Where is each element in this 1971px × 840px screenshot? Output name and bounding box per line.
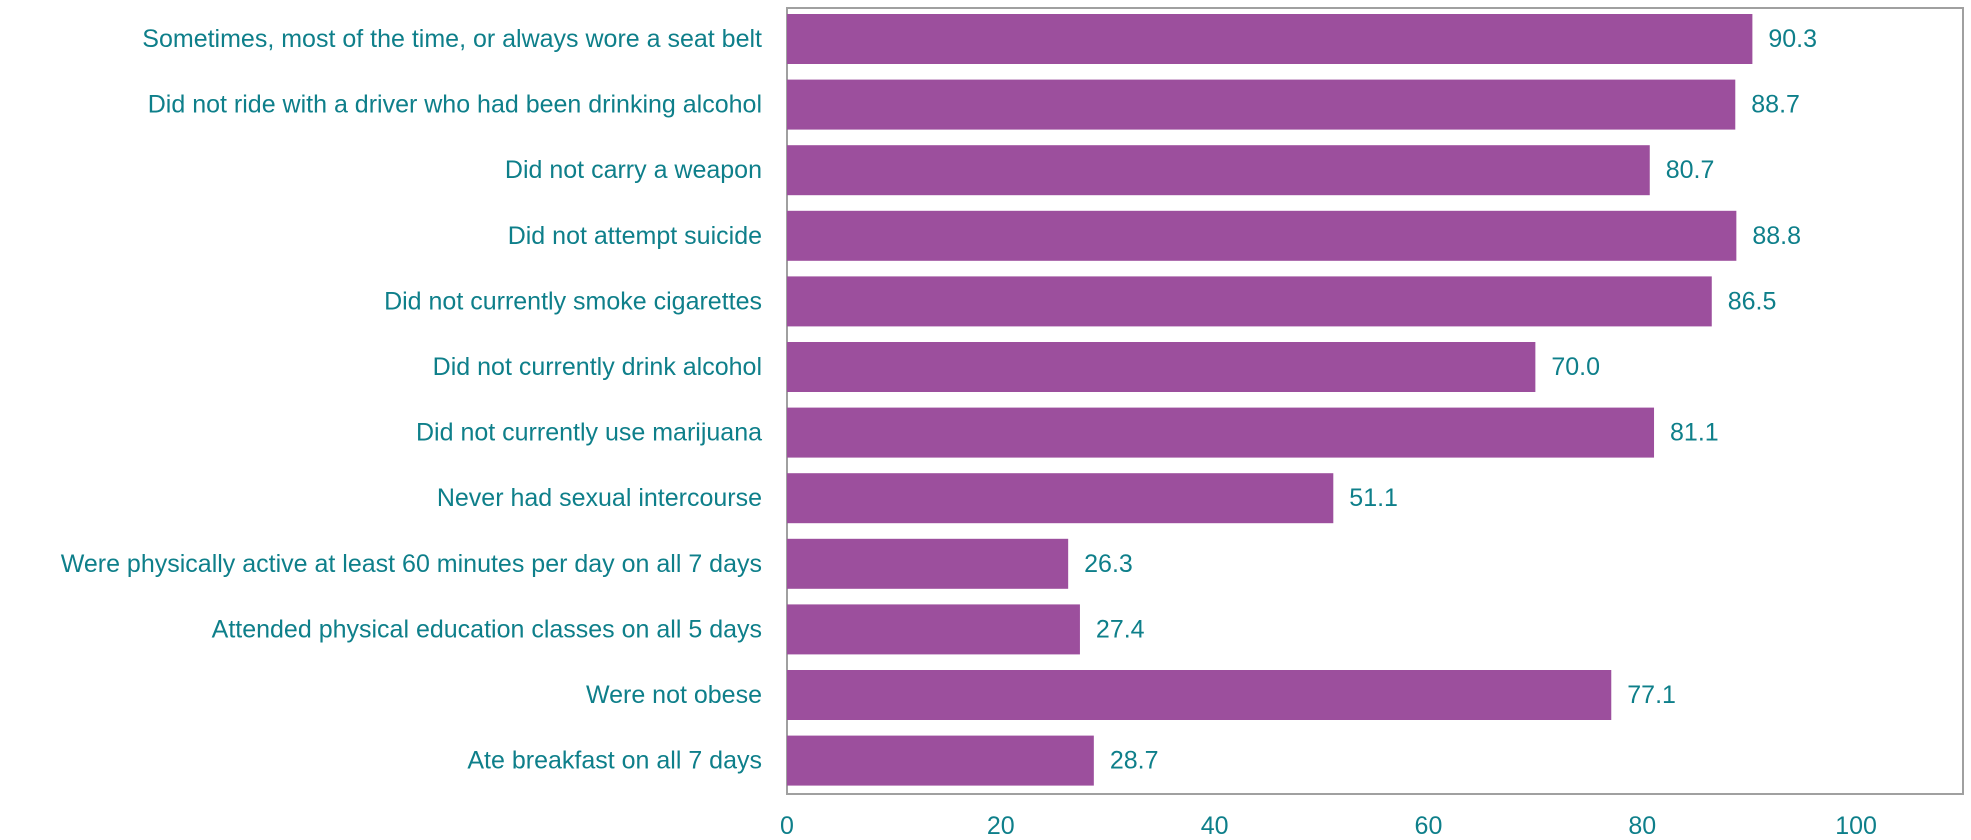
x-tick-label: 80 <box>1628 812 1656 840</box>
x-tick-label: 20 <box>987 812 1015 840</box>
category-label: Did not currently use marijuana <box>416 419 762 447</box>
value-label: 70.0 <box>1551 353 1600 381</box>
bar <box>787 735 1094 786</box>
bar <box>787 670 1612 720</box>
bar <box>787 342 1536 392</box>
category-label: Did not currently smoke cigarettes <box>384 287 762 315</box>
x-axis-ticks-group: 0 20 40 60 80 100 <box>780 812 1877 840</box>
bar <box>787 14 1753 64</box>
bar <box>787 276 1712 327</box>
value-label: 80.7 <box>1666 156 1715 184</box>
bar <box>787 538 1069 589</box>
category-label: Did not attempt suicide <box>508 222 762 250</box>
value-label: 88.7 <box>1751 91 1800 119</box>
bar <box>787 79 1736 130</box>
value-label: 27.4 <box>1096 615 1145 643</box>
plot-frame <box>786 7 1964 795</box>
value-label: 81.1 <box>1670 419 1719 447</box>
bar <box>787 210 1737 261</box>
value-label: 26.3 <box>1084 550 1133 578</box>
category-label: Attended physical education classes on a… <box>212 615 762 643</box>
value-label: 51.1 <box>1349 484 1398 512</box>
category-label: Were not obese <box>586 681 762 709</box>
bar <box>787 145 1650 196</box>
value-label: 86.5 <box>1728 287 1777 315</box>
x-tick-label: 40 <box>1201 812 1229 840</box>
category-label: Were physically active at least 60 minut… <box>61 550 762 578</box>
category-label: Sometimes, most of the time, or always w… <box>142 25 762 53</box>
category-label: Never had sexual intercourse <box>437 484 762 512</box>
category-label: Did not carry a weapon <box>505 156 762 184</box>
x-tick-label: 100 <box>1835 812 1877 840</box>
category-label: Did not currently drink alcohol <box>433 353 762 381</box>
bar <box>787 473 1334 524</box>
value-label: 90.3 <box>1768 25 1817 53</box>
x-tick-label: 0 <box>780 812 794 840</box>
value-label: 28.7 <box>1110 747 1159 775</box>
bars-group <box>787 14 1753 786</box>
bar <box>787 604 1080 655</box>
category-labels-group: Sometimes, most of the time, or always w… <box>61 25 762 775</box>
value-label: 88.8 <box>1752 222 1801 250</box>
category-label: Ate breakfast on all 7 days <box>467 747 762 775</box>
x-tick-label: 60 <box>1415 812 1443 840</box>
value-label: 77.1 <box>1627 681 1676 709</box>
category-label: Did not ride with a driver who had been … <box>148 91 762 119</box>
bar <box>787 407 1655 458</box>
value-labels-group: 90.3 88.7 80.7 88.8 86.5 70.0 81.1 51.1 26.3 27.4… <box>1084 25 1817 775</box>
